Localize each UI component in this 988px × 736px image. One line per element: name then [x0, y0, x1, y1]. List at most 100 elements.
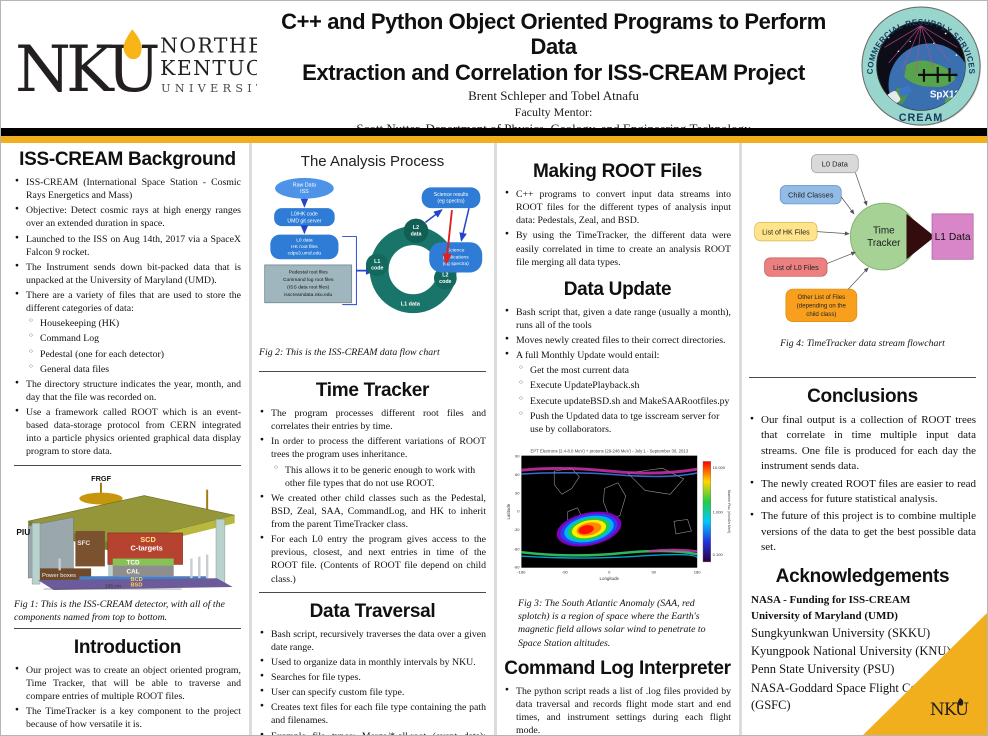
fig4-tracker-line2: Tracker [867, 238, 901, 249]
bullet-item: NASA - Funding for ISS-CREAM [751, 593, 911, 606]
section-acknowledgements: Acknowledgements NASA - Funding for ISS-… [749, 560, 976, 718]
svg-text:90: 90 [515, 453, 520, 458]
svg-text:-180: -180 [517, 569, 526, 574]
fig2-l0data-line2: HK root files [291, 244, 318, 250]
bullet-item: Sungkyunkwan University (SKKU) [751, 625, 931, 640]
black-band [1, 128, 987, 136]
svg-text:0: 0 [517, 509, 520, 514]
divider [14, 464, 241, 466]
section-making-root-files: Making ROOT Files C++ programs to conver… [504, 143, 731, 273]
fig1-ribs [58, 554, 209, 578]
section-command-log-interpreter: Command Log Interpreter The python scrip… [504, 652, 731, 735]
bullet-item: A full Monthly Update would entail:Get t… [504, 349, 731, 436]
sub-bullet-item: Housekeeping (HK) [28, 317, 241, 330]
bullet-item: Our final output is a collection of ROOT… [749, 413, 976, 475]
fig1-cal-box [112, 564, 174, 576]
fig4-node-hk-files [754, 222, 818, 242]
fig2-caption: Fig 2: This is the ISS-CREAM data flow c… [259, 347, 440, 358]
fig1-power-boxes [39, 567, 92, 581]
fig2-l1data-label: L1 data [401, 302, 421, 308]
bullet-list: C++ programs to convert input data strea… [504, 188, 731, 269]
bullet-item: Launched to the ISS on Aug 14th, 2017 vi… [14, 233, 241, 259]
bullet-item: The newly created ROOT files are easier … [749, 477, 976, 508]
fig3-aurora-bands [521, 466, 698, 559]
fig4-hk-label: List of HK Files [762, 228, 810, 236]
bullet-item: Kyungpook National University (KNU) [751, 644, 951, 659]
bullet-list: ISS-CREAM (International Space Station -… [14, 176, 241, 459]
mission-patch: SpX12 COMMERCIAL RESUPPLY SERVICES CREAM [861, 6, 982, 127]
bullet-list: The program processes different root fil… [259, 407, 486, 586]
fig2-l2data-line2: data [411, 232, 422, 238]
sub-bullet-item: Execute UpdatePlayback.sh [518, 379, 731, 392]
bullet-item: Example file types: Merge/*-all.root (ev… [259, 730, 486, 736]
bullet-item: User can specify custom file type. [259, 686, 486, 699]
sub-bullet-item: Push the Updated data to tge isscream se… [518, 410, 731, 436]
fig2-raw-line2: ISS [300, 189, 309, 195]
section-iss-cream-background: ISS-CREAM Background ISS-CREAM (Internat… [14, 143, 241, 463]
column-3: Making ROOT Files C++ programs to conver… [497, 143, 738, 735]
column-divider [494, 143, 497, 735]
fig1-detector-image: FRGF [16, 473, 235, 590]
patch-stars [887, 32, 958, 56]
fig1-label-dimension: 185 cm [105, 583, 121, 589]
bullet-item: By using the TimeTracker, the different … [504, 229, 731, 268]
svg-text:180: 180 [694, 569, 702, 574]
section-conclusions: Conclusions Our final output is a collec… [749, 380, 976, 560]
svg-text:-90: -90 [514, 565, 521, 570]
title-line-2: Extraction and Correlation for ISS-CREAM… [302, 59, 805, 85]
fig1-base-pallet [38, 577, 233, 590]
fig1-label-sfc: SFC [77, 539, 90, 546]
fig1-label-c-targets: C-targets [130, 543, 162, 552]
fig2-node-raw-data [275, 177, 334, 199]
fig3-cbar-tick: 10.000 [713, 465, 726, 470]
fig2-pubs-line1: Science [447, 248, 465, 254]
fig2-l0data-line1: L0 data [296, 237, 313, 243]
fig2-results-line2: (eg spectra) [437, 199, 464, 205]
bullet-list: Bash script, recursively traverses the d… [259, 628, 486, 736]
column-divider [249, 143, 252, 735]
section-title: ISS-CREAM Background [19, 149, 236, 170]
bullet-item: We created other child classes such as t… [259, 492, 486, 531]
svg-text:30: 30 [515, 490, 520, 495]
fig2-results-line1: Science results [434, 192, 469, 198]
nku-logo: NKU NORTHERN KENTUCKY UNIVERSITY [15, 29, 257, 107]
logo-word-university: UNIVERSITY [161, 82, 257, 95]
bullet-item: Use a framework called ROOT which is an … [14, 406, 241, 459]
fig3-cbar-label: Number Flux (#/cm2/s MeV) [727, 490, 731, 533]
divider [749, 377, 976, 378]
bullet-item: Penn State University (PSU) [751, 662, 895, 677]
fig2-l0data-line3: cdps3.umd.edu [288, 251, 322, 257]
fig2-l2data-line1: L2 [413, 225, 419, 231]
fig2-l2code-line2: code [439, 279, 451, 285]
bullet-list: Bash script that, given a date range (us… [504, 306, 731, 436]
fig4-other-line2: (depending on the [797, 303, 847, 310]
section-data-traversal: Data Traversal Bash script, recursively … [259, 595, 486, 736]
fig3-xlabel: Longitude [600, 576, 620, 581]
fig4-caption: Fig 4: TimeTracker data stream flowchart [780, 338, 945, 349]
bullet-item: C++ programs to convert input data strea… [504, 188, 731, 227]
fig2-node-l0hk-code [274, 208, 335, 227]
fig3-colorbar [702, 461, 711, 562]
svg-text:-90: -90 [562, 569, 569, 574]
fig3-lon-ticks: -180 -90 0 90 180 [517, 569, 701, 574]
fig2-node-pedestal-box [264, 264, 353, 304]
bullet-item: ISS-CREAM (International Space Station -… [14, 176, 241, 202]
sub-bullet-item: Command Log [28, 332, 241, 345]
fig1-label-tcd: TCD [127, 559, 140, 566]
bullet-item: There are a variety of files that are us… [14, 289, 241, 376]
fig2-pedestal-line1: Pedestal root files [289, 269, 329, 275]
column-divider [739, 143, 742, 735]
fig2-l1code-line2: code [371, 266, 383, 272]
fig1-label-scd: SCD [140, 534, 156, 543]
section-title: Making ROOT Files [532, 161, 703, 182]
patch-shower-lines [884, 25, 958, 73]
section-fig3: EPT Electrons (2.4-8.0 MeV) + protons (2… [504, 440, 731, 652]
page-title: C++ and Python Object Oriented Programs … [256, 9, 851, 85]
section-title: Time Tracker [315, 380, 430, 401]
fig2-data-flow-chart: Raw Data ISS L0/HK code UMD git server L… [264, 177, 483, 314]
svg-text:60: 60 [515, 472, 520, 477]
patch-iss-silhouette [918, 66, 958, 83]
fig4-tracker-line1: Time [873, 226, 895, 237]
fig2-l0hk-line1: L0/HK code [291, 212, 318, 218]
column-1: ISS-CREAM Background ISS-CREAM (Internat… [7, 143, 248, 735]
